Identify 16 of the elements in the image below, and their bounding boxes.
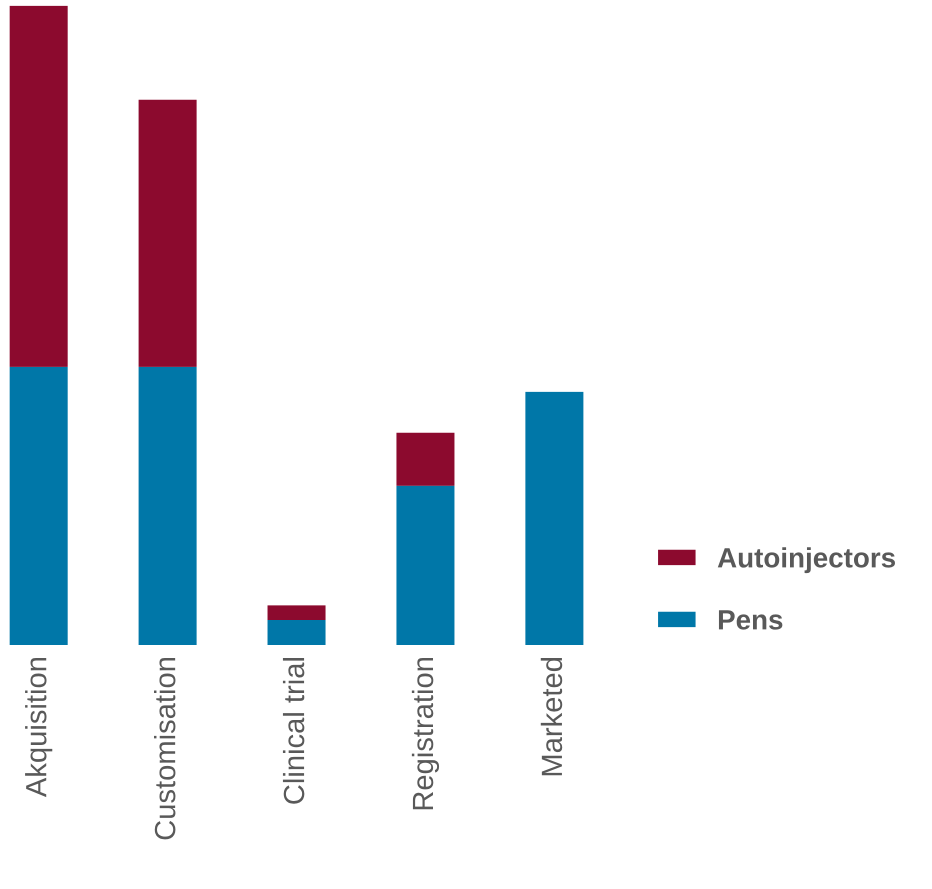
- bar: [138, 100, 197, 367]
- x-tick-label: Customisation: [154, 658, 176, 840]
- bar: [268, 605, 326, 620]
- bar: [10, 6, 68, 367]
- bar: [138, 366, 197, 645]
- bar: [10, 366, 68, 645]
- x-tick-label: Akquisition: [25, 658, 52, 798]
- bar: [396, 432, 454, 486]
- x-tick-label: Marketed: [540, 658, 562, 776]
- legend-label: Autoinjectors: [718, 547, 895, 574]
- bar: [268, 620, 326, 645]
- bar: [525, 392, 584, 645]
- x-tick-label: Clinical trial: [282, 658, 304, 804]
- bar: [396, 486, 454, 645]
- legend-label: Pens: [718, 610, 782, 630]
- x-tick-label: Registration: [412, 658, 440, 810]
